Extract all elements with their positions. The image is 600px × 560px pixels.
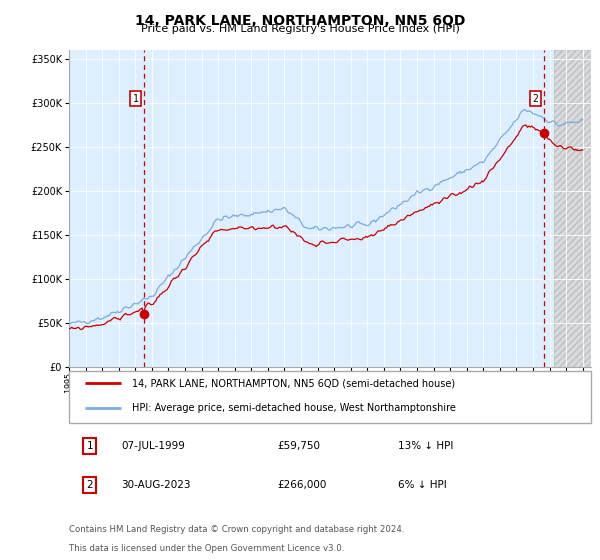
Text: Price paid vs. HM Land Registry's House Price Index (HPI): Price paid vs. HM Land Registry's House … [140, 24, 460, 34]
Text: This data is licensed under the Open Government Licence v3.0.: This data is licensed under the Open Gov… [69, 544, 344, 553]
FancyBboxPatch shape [69, 371, 591, 423]
Text: 14, PARK LANE, NORTHAMPTON, NN5 6QD (semi-detached house): 14, PARK LANE, NORTHAMPTON, NN5 6QD (sem… [131, 378, 455, 388]
Text: 13% ↓ HPI: 13% ↓ HPI [398, 441, 453, 451]
Text: 2: 2 [86, 480, 93, 490]
Text: 07-JUL-1999: 07-JUL-1999 [121, 441, 185, 451]
Text: 1: 1 [86, 441, 93, 451]
Text: 30-AUG-2023: 30-AUG-2023 [121, 480, 191, 490]
Text: HPI: Average price, semi-detached house, West Northamptonshire: HPI: Average price, semi-detached house,… [131, 403, 455, 413]
Text: 6% ↓ HPI: 6% ↓ HPI [398, 480, 446, 490]
Text: £266,000: £266,000 [278, 480, 327, 490]
Bar [554, 50, 591, 367]
Text: 2: 2 [533, 94, 539, 104]
Text: 1: 1 [133, 94, 139, 104]
Text: Contains HM Land Registry data © Crown copyright and database right 2024.: Contains HM Land Registry data © Crown c… [69, 525, 404, 534]
Text: £59,750: £59,750 [278, 441, 321, 451]
Text: 14, PARK LANE, NORTHAMPTON, NN5 6QD: 14, PARK LANE, NORTHAMPTON, NN5 6QD [135, 14, 465, 28]
